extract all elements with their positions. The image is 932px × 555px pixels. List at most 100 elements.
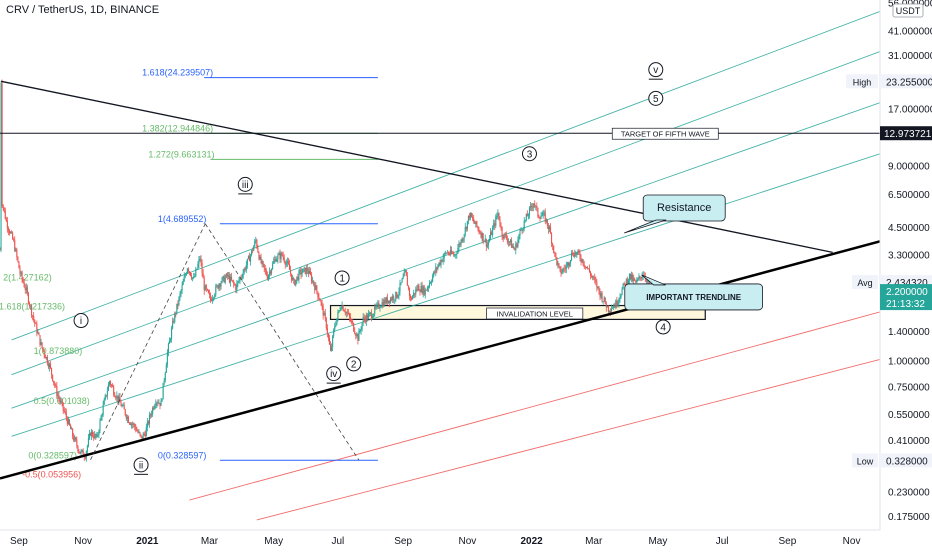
candle-body bbox=[1, 83, 3, 206]
candle-body bbox=[347, 313, 349, 315]
candle-body bbox=[28, 303, 31, 306]
candle-body bbox=[483, 240, 485, 242]
candle-body bbox=[421, 285, 423, 294]
candle-body bbox=[411, 297, 413, 300]
channel-line-1 bbox=[11, 51, 880, 376]
candle-body bbox=[439, 262, 441, 265]
candle-body bbox=[148, 414, 151, 424]
candle-body bbox=[609, 311, 612, 313]
candle-body bbox=[293, 277, 295, 280]
candle-body bbox=[144, 433, 146, 437]
candle-body bbox=[362, 317, 364, 324]
candle-body bbox=[196, 268, 198, 270]
candle-body bbox=[451, 249, 453, 254]
candle-body bbox=[19, 268, 21, 274]
candle-body bbox=[117, 395, 119, 402]
candle-body bbox=[475, 221, 477, 224]
candle-body bbox=[492, 227, 494, 235]
candle-body bbox=[441, 260, 443, 262]
candle-body bbox=[507, 241, 509, 243]
trendline-important-trendline bbox=[0, 240, 880, 480]
candle-body bbox=[306, 267, 308, 271]
candle-body bbox=[406, 275, 408, 286]
candle-body bbox=[535, 205, 537, 207]
candle-body bbox=[383, 299, 385, 307]
x-tick-label: 2021 bbox=[136, 536, 159, 547]
candle-body bbox=[16, 249, 18, 257]
candle-body bbox=[641, 276, 643, 279]
candle-body bbox=[593, 277, 595, 278]
candle-body bbox=[484, 238, 486, 242]
price-label-text: 2.200000 bbox=[886, 287, 928, 298]
candle-body bbox=[549, 226, 552, 234]
candle-body bbox=[294, 279, 296, 286]
wave-label-5: 5 bbox=[648, 90, 664, 106]
candle-body bbox=[31, 305, 33, 316]
x-tick-label: May bbox=[648, 536, 667, 547]
candle-body bbox=[604, 297, 606, 304]
candle-body bbox=[512, 246, 514, 248]
candle-body bbox=[40, 342, 42, 345]
candle-body bbox=[45, 357, 47, 359]
candle-body bbox=[518, 235, 520, 240]
candle-body bbox=[134, 423, 136, 427]
wave-circle bbox=[648, 90, 664, 106]
y-tick-label: 3.300000 bbox=[888, 251, 930, 262]
candle-body bbox=[20, 272, 22, 274]
candle-body bbox=[337, 312, 339, 319]
y-tick-label: 31.000000 bbox=[888, 51, 932, 62]
wave-label-3: 3 bbox=[521, 146, 537, 162]
candle-body bbox=[446, 252, 448, 254]
price-label-bg bbox=[880, 284, 932, 311]
candle-body bbox=[26, 287, 28, 294]
candle-body bbox=[615, 300, 617, 308]
candle-body bbox=[401, 278, 403, 283]
candle-body bbox=[524, 219, 526, 221]
candle-body bbox=[72, 428, 74, 437]
candle-body bbox=[281, 252, 283, 256]
candle-body bbox=[283, 257, 285, 262]
candle-body bbox=[263, 264, 265, 269]
candle-body bbox=[495, 216, 497, 226]
x-tick-label: Nov bbox=[74, 536, 92, 547]
candle-body bbox=[169, 339, 172, 341]
price-label-countdown: 21:13:32 bbox=[886, 299, 925, 310]
candle-body bbox=[269, 271, 272, 274]
candle-body bbox=[175, 313, 177, 314]
candle-body bbox=[349, 317, 352, 321]
candle-body bbox=[92, 431, 94, 437]
candle-body bbox=[525, 214, 527, 220]
candle-body bbox=[141, 436, 143, 439]
candle-body bbox=[147, 421, 149, 424]
candle-body bbox=[551, 233, 553, 244]
wave-label-1: 1 bbox=[334, 270, 350, 286]
candle-body bbox=[132, 423, 134, 425]
candle-body bbox=[185, 273, 187, 275]
candle-body bbox=[257, 247, 259, 253]
candle-body bbox=[172, 321, 174, 329]
fib-label-9: 0(0.328597) bbox=[158, 450, 207, 460]
candle-body bbox=[564, 268, 566, 270]
candle-body bbox=[233, 281, 235, 284]
y-tick-label: 0.175000 bbox=[888, 512, 930, 523]
trendline-pointer bbox=[641, 274, 666, 286]
candle-body bbox=[479, 232, 481, 234]
candle-body bbox=[380, 306, 382, 308]
candle-body bbox=[619, 297, 621, 299]
candle-body bbox=[314, 284, 316, 291]
candle-body bbox=[297, 276, 299, 281]
candle-body bbox=[69, 425, 72, 430]
candle-body bbox=[601, 293, 603, 302]
candle-body bbox=[355, 333, 357, 336]
candle-body bbox=[358, 330, 360, 341]
candle-body bbox=[166, 352, 168, 365]
candle-body bbox=[164, 372, 166, 381]
candle-body bbox=[225, 273, 227, 278]
candle-body bbox=[506, 238, 508, 243]
candle-body bbox=[375, 306, 377, 308]
fib-label-2: 1.272(9.663131) bbox=[148, 149, 214, 159]
candle-body bbox=[58, 395, 60, 399]
candle-body bbox=[249, 255, 252, 262]
candle-body bbox=[582, 259, 584, 265]
candle-body bbox=[466, 220, 468, 230]
